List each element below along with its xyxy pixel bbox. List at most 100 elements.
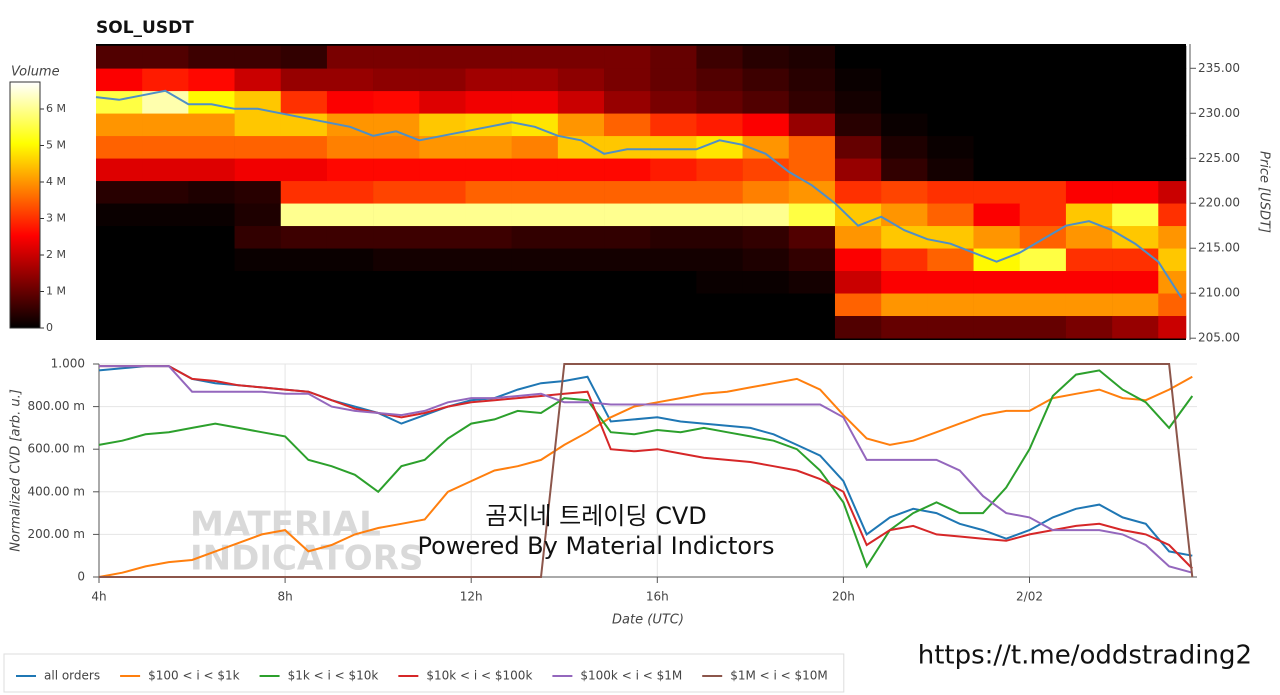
heat-cell (188, 225, 235, 249)
heat-cell (973, 90, 1021, 114)
heat-cell (465, 225, 512, 249)
heat-cell (788, 90, 836, 114)
heat-cell (696, 90, 743, 114)
heat-cell (188, 68, 235, 92)
y-tick-label: 0 (77, 570, 85, 584)
heat-cell (419, 293, 466, 317)
y-tick-label: 230.00 (1198, 106, 1240, 120)
heat-cell (419, 158, 466, 182)
x-tick-label: 16h (646, 590, 669, 604)
heat-cell (511, 315, 559, 339)
heat-cell (650, 180, 697, 204)
heat-cell (188, 180, 235, 204)
heat-cell (511, 45, 559, 69)
heat-cell (373, 248, 420, 272)
heat-cell (465, 293, 512, 317)
heat-cell (96, 135, 143, 159)
heat-cell (96, 158, 143, 182)
heat-cell (834, 45, 882, 69)
heat-cell (465, 248, 512, 272)
heat-cell (1065, 135, 1113, 159)
heat-cell (234, 180, 282, 204)
heat-cell (557, 248, 605, 272)
heat-cell (1112, 68, 1159, 92)
y-tick-label: 210.00 (1198, 286, 1240, 300)
heat-cell (742, 315, 790, 339)
heat-cell (834, 315, 882, 339)
heat-cell (280, 315, 328, 339)
heat-cell (927, 135, 974, 159)
heat-cell (419, 68, 466, 92)
heat-cell (881, 225, 928, 249)
heat-cell (1065, 270, 1113, 294)
link-text: https://t.me/oddstrading2 (918, 641, 1252, 671)
heat-cell (419, 113, 466, 137)
cvd-line (99, 365, 1194, 570)
heat-cell (788, 113, 836, 137)
heat-cell (511, 203, 559, 227)
heat-cell (927, 248, 974, 272)
heat-cell (373, 135, 420, 159)
heat-cell (881, 135, 928, 159)
heat-cell (788, 315, 836, 339)
heat-cell (650, 135, 697, 159)
cvd-line (98, 369, 1194, 569)
cvd-line (99, 365, 1193, 574)
x-tick-label: 4h (91, 590, 106, 604)
heat-cell (742, 203, 790, 227)
heat-cell (280, 203, 328, 227)
heat-cell (788, 225, 836, 249)
heat-cell (1019, 315, 1067, 339)
heat-cell (742, 180, 790, 204)
heat-cell (234, 270, 282, 294)
heat-cell (326, 180, 374, 204)
heat-cell (973, 158, 1021, 182)
heat-cell (788, 270, 836, 294)
heat-cell (326, 158, 374, 182)
heat-cell (1112, 293, 1159, 317)
heat-cell (326, 90, 374, 114)
heat-cell (788, 68, 836, 92)
heat-cell (373, 315, 420, 339)
x-axis-label: Date (UTC) (612, 613, 684, 628)
heat-cell (742, 45, 790, 69)
heat-cell (927, 315, 974, 339)
heat-cell (373, 225, 420, 249)
heat-cell (280, 225, 328, 249)
heat-cell (419, 135, 466, 159)
heat-cell (465, 90, 512, 114)
heat-cell (465, 180, 512, 204)
heat-cell (927, 225, 974, 249)
heat-cell (834, 248, 882, 272)
heat-cell (788, 158, 836, 182)
heat-cell (650, 90, 697, 114)
heat-cell (696, 225, 743, 249)
heat-cell (280, 135, 328, 159)
y-tick-label: 215.00 (1198, 241, 1240, 255)
heat-cell (511, 180, 559, 204)
heat-cell (604, 315, 651, 339)
heat-cell (1065, 203, 1113, 227)
heat-cell (604, 45, 651, 69)
heat-cell (96, 45, 143, 69)
y-tick-label: 205.00 (1198, 331, 1240, 345)
heat-cell (419, 203, 466, 227)
heat-cell (834, 113, 882, 137)
heat-cell (973, 225, 1021, 249)
y-tick-label: 200.00 m (28, 527, 86, 541)
heat-cell (234, 90, 282, 114)
heat-cell (1158, 158, 1187, 182)
heat-cell (511, 158, 559, 182)
colorbar-tick-label: 0 (46, 321, 53, 334)
heat-cell (927, 270, 974, 294)
heat-cell (650, 225, 697, 249)
x-tick-label: 8h (277, 590, 292, 604)
heat-cell (234, 248, 282, 272)
heat-cell (927, 158, 974, 182)
heat-cell (696, 270, 743, 294)
watermark: INDICATORS (190, 539, 423, 579)
heat-cell (419, 315, 466, 339)
y-axis-label: Normalized CVD [arb. u.] (9, 389, 24, 552)
heat-cell (280, 270, 328, 294)
